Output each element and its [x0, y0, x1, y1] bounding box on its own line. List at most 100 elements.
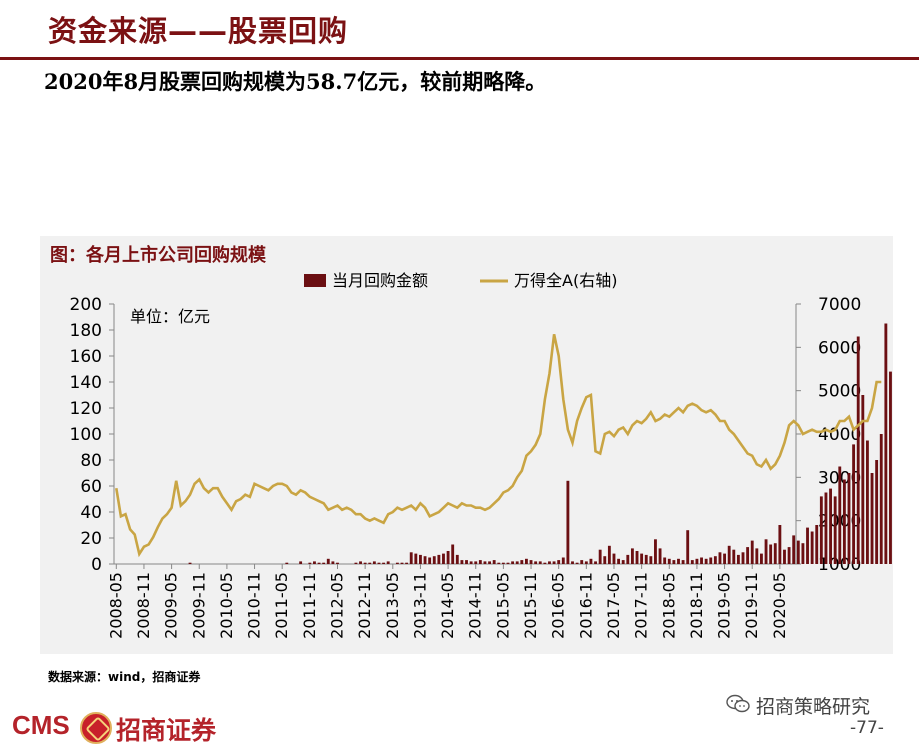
bar: [331, 561, 335, 564]
chart-legend: 当月回购金额 万得全A(右轴): [304, 271, 617, 290]
x-tick-label: 2011-11: [300, 572, 319, 639]
x-tick-label: 2012-11: [355, 572, 374, 639]
wechat-icon: [726, 694, 750, 713]
bar: [571, 561, 574, 564]
figure-caption: 图：各月上市公司回购规模: [50, 245, 266, 266]
bar: [713, 556, 717, 564]
bar: [506, 562, 510, 564]
bar: [806, 527, 809, 564]
bar: [870, 473, 874, 564]
bar: [607, 545, 611, 564]
bar: [686, 530, 690, 564]
x-tick-label: 2017-05: [604, 572, 623, 639]
bar: [644, 554, 648, 564]
bar: [861, 395, 865, 564]
bar: [700, 557, 703, 564]
bar-series: [188, 323, 892, 564]
y-tick-label-left: 160: [70, 347, 102, 367]
bar: [838, 466, 842, 564]
bar: [414, 553, 418, 564]
bar: [755, 548, 759, 564]
bar: [317, 562, 321, 564]
bar: [405, 562, 409, 564]
bar: [879, 434, 883, 564]
chart-axes: 0204060801001201401601802001000200030004…: [70, 295, 862, 575]
bar: [534, 561, 538, 564]
bar: [829, 488, 832, 564]
bar: [810, 531, 814, 564]
bar: [769, 544, 773, 564]
bar: [529, 560, 533, 564]
bar: [501, 562, 505, 564]
page-number: -77-: [850, 718, 884, 738]
legend-bar-label: 当月回购金额: [332, 271, 428, 290]
data-source: 数据来源：wind，招商证券: [48, 670, 201, 684]
x-tick-label: 2014-11: [466, 572, 485, 639]
y-tick-label-left: 200: [70, 295, 102, 315]
logo-cn-text: 招商证券: [116, 716, 217, 745]
bar: [612, 553, 616, 564]
line-series: [115, 334, 882, 558]
bar: [792, 535, 796, 564]
bar: [451, 544, 455, 564]
logo-badge-icon: [80, 712, 112, 744]
y-tick-label-left: 120: [70, 399, 102, 419]
x-tick-label: 2010-05: [217, 572, 236, 639]
y-tick-label-left: 180: [70, 321, 102, 341]
bar: [677, 558, 680, 564]
bar: [589, 558, 593, 564]
page-subtitle: 2020年8月股票回购规模为58.7亿元，较前期略降。: [44, 69, 547, 94]
bar: [690, 560, 694, 564]
bar: [773, 543, 777, 564]
bar: [856, 336, 860, 564]
y-tick-label-left: 0: [91, 555, 102, 575]
legend-line-label: 万得全A(右轴): [514, 271, 617, 290]
x-tick-label: 2013-05: [383, 572, 402, 639]
bar: [667, 558, 671, 564]
bar: [299, 561, 303, 564]
x-tick-label: 2015-05: [493, 572, 512, 639]
wechat-account: 招商策略研究: [726, 692, 896, 720]
bar: [764, 539, 768, 564]
bar: [322, 562, 326, 564]
bar: [437, 554, 441, 564]
page-title: 资金来源——股票回购: [48, 14, 349, 48]
bar: [681, 560, 685, 564]
bar: [640, 553, 644, 564]
bar: [336, 562, 339, 564]
bar: [432, 556, 436, 564]
bar: [709, 557, 713, 564]
y-tick-label-right: 7000: [818, 295, 861, 315]
bar: [833, 496, 837, 564]
bar: [594, 561, 597, 564]
bar: [741, 552, 745, 564]
company-logo: CMS 招商证券: [12, 710, 242, 745]
bar: [377, 562, 381, 564]
bar: [395, 562, 399, 564]
bar: [515, 561, 519, 564]
bar: [469, 561, 473, 564]
x-tick-labels: 2008-05 2008-11 2009-05 2009-11 2010-05 2010-…: [106, 572, 789, 639]
bar: [603, 556, 607, 564]
x-tick-label: 2018-05: [659, 572, 678, 639]
bar: [842, 479, 846, 564]
bar: [557, 560, 561, 564]
bar: [580, 560, 584, 564]
bar: [732, 549, 736, 564]
bar: [865, 440, 869, 564]
bar: [736, 554, 740, 564]
bar: [760, 553, 763, 564]
bar: [460, 560, 464, 564]
x-tick-label: 2009-05: [162, 572, 181, 639]
logo-text: CMS: [12, 710, 70, 740]
bar: [819, 496, 823, 564]
bar: [423, 556, 427, 564]
bar: [750, 540, 754, 564]
bar: [649, 556, 653, 564]
title-rule: [0, 57, 919, 60]
bar: [801, 543, 805, 564]
x-tick-label: 2012-05: [328, 572, 347, 639]
bar: [488, 561, 491, 564]
bar: [465, 560, 468, 564]
bar: [409, 552, 413, 564]
